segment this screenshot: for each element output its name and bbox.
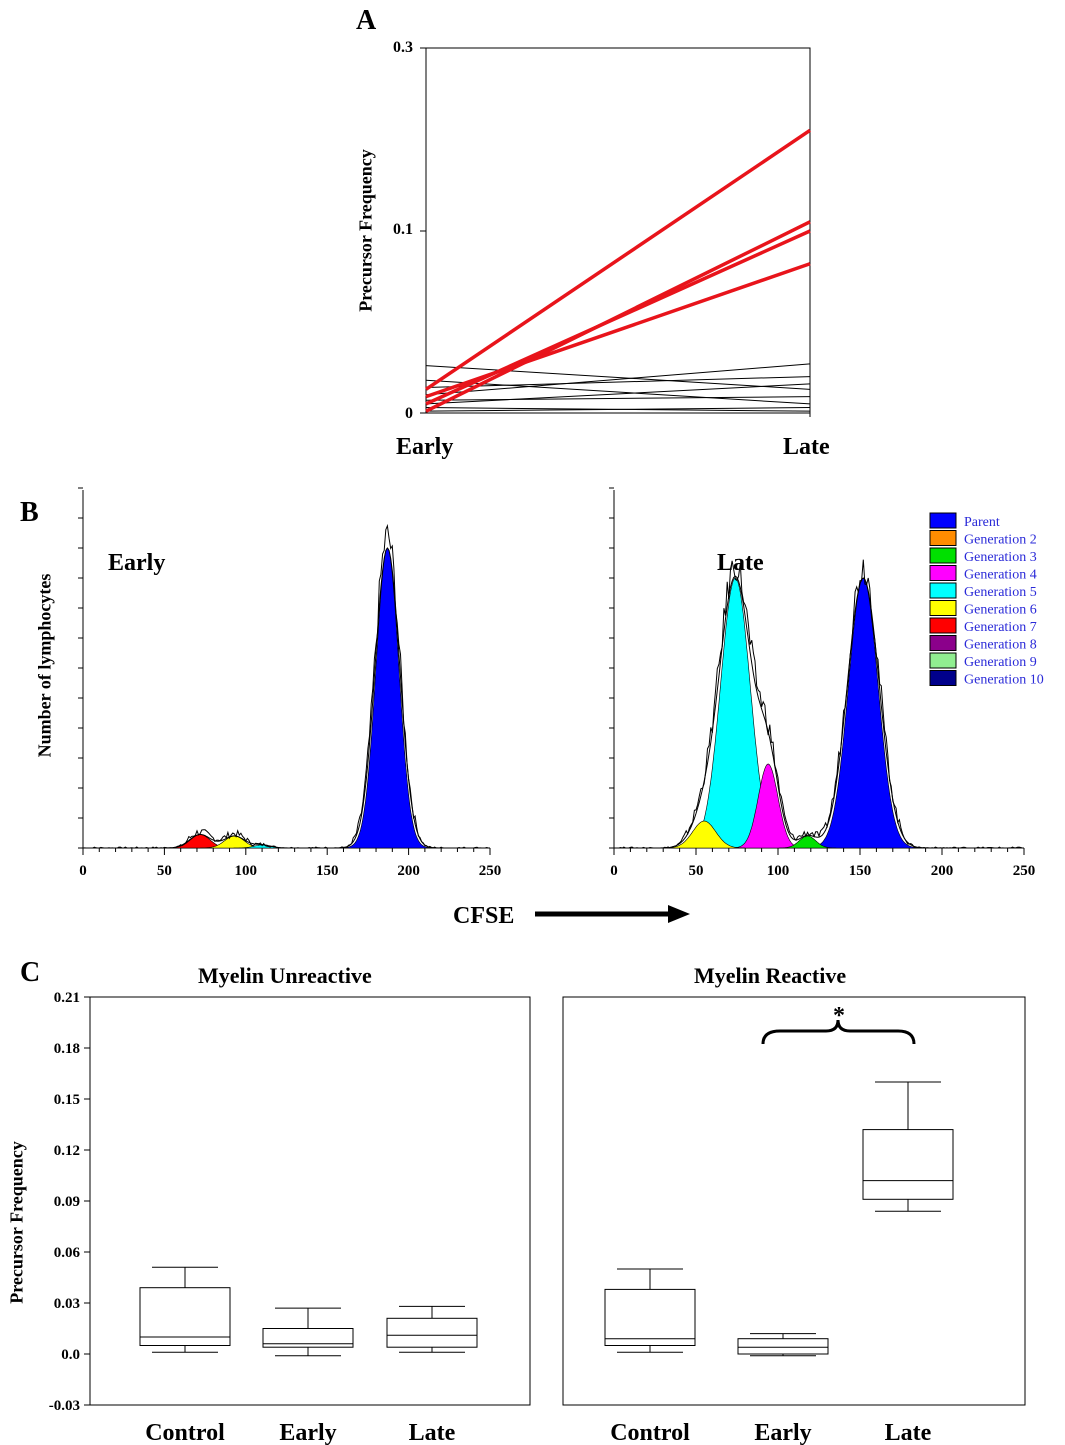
legend-label-6: Generation 6: [964, 603, 1037, 618]
panel-b-1-histogram: [614, 559, 1024, 849]
panel-c-title-unreactive: Myelin Unreactive: [198, 963, 372, 988]
panel-c-ytick-label: 0.0: [61, 1347, 80, 1363]
legend-swatch-4: [929, 565, 957, 581]
legend-label-1: Parent: [964, 515, 1000, 530]
panel-c-xlabel-control: Control: [610, 1420, 690, 1445]
significance-brace: [761, 1019, 916, 1045]
panel-c-ytick-label: 0.15: [54, 1092, 80, 1108]
panel-a-ytick-0-1: 0.1: [393, 221, 413, 238]
panel-c-ytick-label: 0.09: [54, 1194, 80, 1210]
peak-parent: [811, 577, 916, 849]
cfse-label: CFSE: [453, 903, 515, 929]
panel-a-frame: [425, 47, 811, 414]
box-early: [262, 1328, 354, 1348]
unreactive-line-1: [425, 365, 811, 390]
panel-label-b: B: [20, 497, 39, 528]
legend-swatch-6: [929, 600, 957, 616]
panel-b-0-xtick-label: 50: [157, 863, 172, 879]
box-control: [604, 1288, 696, 1347]
panel-b-0-histogram: [82, 523, 490, 849]
panel-b-1-xtick-label: 0: [610, 863, 618, 879]
panel-c-xlabel-late: Late: [409, 1420, 456, 1445]
panel-c-significance: *: [833, 1003, 845, 1029]
panel-c-xlabel-control: Control: [145, 1420, 225, 1445]
panel-a-xlabel-late: Late: [783, 434, 830, 460]
unreactive-line-8: [425, 407, 811, 412]
legend-label-9: Generation 9: [964, 655, 1037, 670]
panel-c-ytick-label: -0.03: [49, 1398, 80, 1414]
panel-a-xlabel-early: Early: [396, 434, 454, 460]
box-late: [862, 1129, 954, 1200]
panel-b-1-xtick-label: 100: [767, 863, 790, 879]
panel-c-title-reactive: Myelin Reactive: [694, 963, 847, 988]
panel-c-xlabel-late: Late: [885, 1420, 932, 1445]
panel-b-0-xtick-label: 200: [397, 863, 420, 879]
legend-label-3: Generation 3: [964, 550, 1037, 565]
panel-b-1-xtick-label: 200: [931, 863, 954, 879]
legend-label-7: Generation 7: [964, 620, 1037, 635]
legend-swatch-10: [929, 670, 957, 686]
panel-c-frame-0: [89, 996, 531, 1406]
panel-b-1-xtick-label: 50: [689, 863, 704, 879]
panel-b-1-xtick-label: 150: [849, 863, 872, 879]
box-control: [139, 1287, 231, 1346]
reactive-line-4: [425, 262, 811, 399]
peak-generation-4: [733, 763, 803, 849]
panel-c-ytick-label: 0.18: [54, 1041, 80, 1057]
peak-generation-3: [778, 835, 837, 849]
panel-a-ytick-0-3: 0.3: [393, 39, 413, 56]
panel-c-ytick-label: 0.06: [54, 1245, 81, 1261]
unreactive-line-4: [425, 363, 811, 396]
panel-b-1-xtick-label: 250: [1013, 863, 1036, 879]
panel-c-xlabel-early: Early: [279, 1420, 336, 1445]
panel-c-ytick-label: 0.12: [54, 1143, 80, 1159]
box-late: [386, 1317, 478, 1348]
panel-b-0-xtick-label: 100: [235, 863, 258, 879]
unreactive-line-6: [425, 383, 811, 405]
panel-c-ytick-label: 0.21: [54, 990, 80, 1006]
panel-b-0-fit-envelope: [83, 547, 490, 849]
unreactive-line-5: [425, 396, 811, 401]
cfse-arrow-head: [668, 905, 690, 923]
panel-b-0-xtick-label: 0: [79, 863, 87, 879]
legend-label-5: Generation 5: [964, 585, 1037, 600]
legend-swatch-8: [929, 635, 957, 651]
unreactive-line-2: [425, 379, 811, 405]
legend-swatch-7: [929, 617, 957, 634]
peak-parent: [347, 547, 428, 849]
peak-generation-6: [663, 820, 745, 849]
panel-c-frame-1: [562, 996, 1026, 1406]
legend-swatch-9: [929, 652, 957, 669]
panel-b-0-xtick-label: 150: [316, 863, 339, 879]
legend-swatch-1: [929, 512, 957, 529]
unreactive-line-3: [425, 376, 811, 389]
legend-label-2: Generation 2: [964, 533, 1037, 548]
panel-a-ytick-0: 0: [405, 405, 413, 422]
legend-swatch-2: [929, 530, 957, 546]
panel-c-xlabel-early: Early: [754, 1420, 811, 1445]
box-early: [737, 1338, 829, 1355]
legend-label-4: Generation 4: [964, 568, 1037, 583]
legend-label-10: Generation 10: [964, 673, 1044, 688]
legend-label-8: Generation 8: [964, 638, 1037, 653]
panel-label-c: C: [20, 957, 41, 988]
legend-swatch-5: [929, 582, 957, 599]
reactive-line-1: [425, 128, 811, 391]
panel-b-early-label: Early: [108, 550, 166, 576]
panel-b-0-xtick-label: 250: [479, 863, 502, 879]
legend-swatch-3: [929, 547, 957, 564]
panel-b-1-fit-envelope: [614, 575, 1024, 849]
panel-label-a: A: [356, 5, 377, 36]
panel-c-ytick-label: 0.03: [54, 1296, 80, 1312]
